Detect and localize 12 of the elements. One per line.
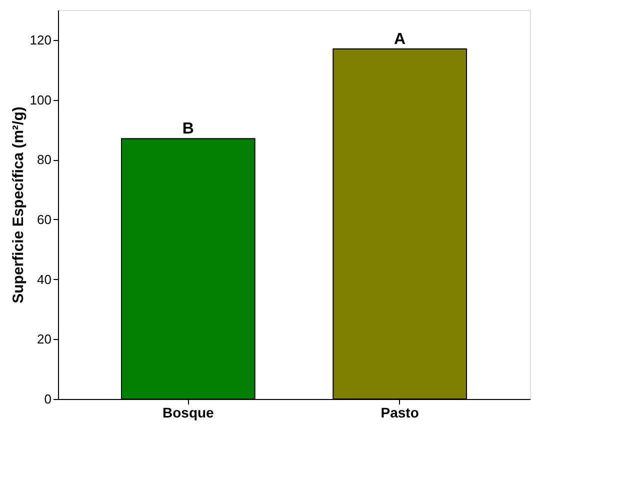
y-tick-label: 100 bbox=[30, 92, 52, 108]
annotation: B bbox=[182, 120, 194, 138]
y-tick-label: 0 bbox=[44, 392, 52, 406]
y-tick-label: 40 bbox=[37, 272, 52, 287]
y-tick-label: 120 bbox=[30, 32, 52, 48]
x-tick-label: Bosque bbox=[162, 404, 214, 420]
x-tick-label: Pasto bbox=[380, 404, 419, 420]
annotation: A bbox=[394, 30, 406, 48]
y-tick-label: 60 bbox=[37, 212, 52, 227]
y-axis-title: Superficie Específica (m²/g) bbox=[10, 106, 27, 304]
y-tick-label: 80 bbox=[37, 152, 52, 168]
y-tick-label: 20 bbox=[37, 332, 52, 347]
